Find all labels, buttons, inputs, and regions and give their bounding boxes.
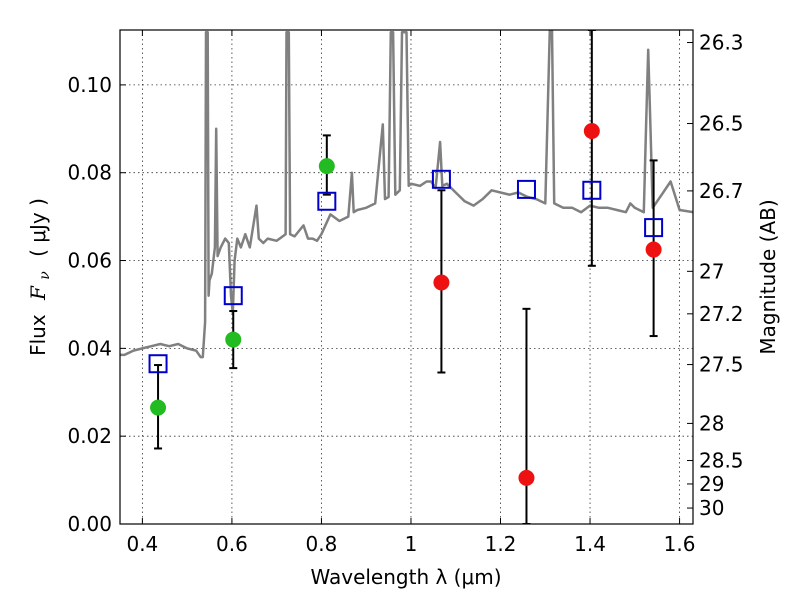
model-point bbox=[148, 354, 168, 374]
red-point bbox=[518, 469, 535, 486]
x-tick-label: 1 bbox=[405, 532, 418, 556]
red-point bbox=[433, 274, 450, 291]
red-point bbox=[645, 241, 662, 258]
x-axis-ticks: 0.4 0.6 0.8 1 1.2 1.4 1.6 bbox=[126, 30, 695, 556]
y2-tick-label: 27.2 bbox=[699, 302, 744, 326]
y-tick-label: 0.06 bbox=[67, 249, 112, 273]
y2-tick-label: 27 bbox=[699, 259, 724, 283]
y-axis-ticks: 0.00 0.02 0.04 0.06 0.08 0.10 bbox=[67, 73, 126, 536]
x-tick-label: 0.6 bbox=[216, 532, 248, 556]
x-tick-label: 1.2 bbox=[485, 532, 517, 556]
data-points bbox=[148, 122, 664, 486]
model-point bbox=[223, 286, 243, 306]
x-tick-label: 0.8 bbox=[306, 532, 338, 556]
y2-axis-label: Magnitude (AB) bbox=[756, 199, 780, 354]
y2-tick-label: 28 bbox=[699, 411, 724, 435]
y-tick-label: 0.02 bbox=[67, 424, 112, 448]
y2-tick-label: 26.7 bbox=[699, 179, 744, 203]
model-spectrum-line bbox=[120, 30, 693, 359]
x-tick-label: 1.6 bbox=[664, 532, 696, 556]
model-point bbox=[582, 180, 602, 200]
model-point bbox=[317, 191, 337, 211]
y-axis-label-subscript: ν bbox=[37, 271, 53, 280]
x-tick-label: 1.4 bbox=[574, 532, 606, 556]
plot-frame bbox=[119, 29, 694, 525]
y-tick-label: 0.04 bbox=[67, 336, 112, 360]
y-axis-label-symbol: F bbox=[26, 285, 50, 301]
y-tick-label: 0.08 bbox=[67, 161, 112, 185]
y2-tick-label: 26.5 bbox=[699, 112, 744, 136]
y-axis-label-unit: ( μJy ) bbox=[26, 198, 50, 257]
y2-tick-label: 27.5 bbox=[699, 353, 744, 377]
x-axis-label: Wavelength λ (μm) bbox=[310, 565, 501, 589]
green-point bbox=[225, 331, 242, 348]
y-axis-label-text: Flux bbox=[26, 314, 50, 356]
y-axis-label: Flux F ν ( μJy ) bbox=[26, 198, 54, 356]
red-point bbox=[583, 122, 600, 139]
y2-tick-label: 28.5 bbox=[699, 449, 744, 473]
y2-tick-label: 26.3 bbox=[699, 31, 744, 55]
x-tick-label: 0.4 bbox=[126, 532, 158, 556]
model-spectrum bbox=[120, 30, 693, 359]
y-tick-label: 0.10 bbox=[67, 73, 112, 97]
model-point bbox=[431, 169, 451, 189]
green-point bbox=[318, 158, 335, 175]
model-point bbox=[644, 218, 664, 238]
y2-tick-label: 30 bbox=[699, 496, 724, 520]
y2-tick-label: 29 bbox=[699, 472, 724, 496]
model-point bbox=[516, 179, 536, 199]
green-point bbox=[150, 399, 167, 416]
y-tick-label: 0.00 bbox=[67, 512, 112, 536]
